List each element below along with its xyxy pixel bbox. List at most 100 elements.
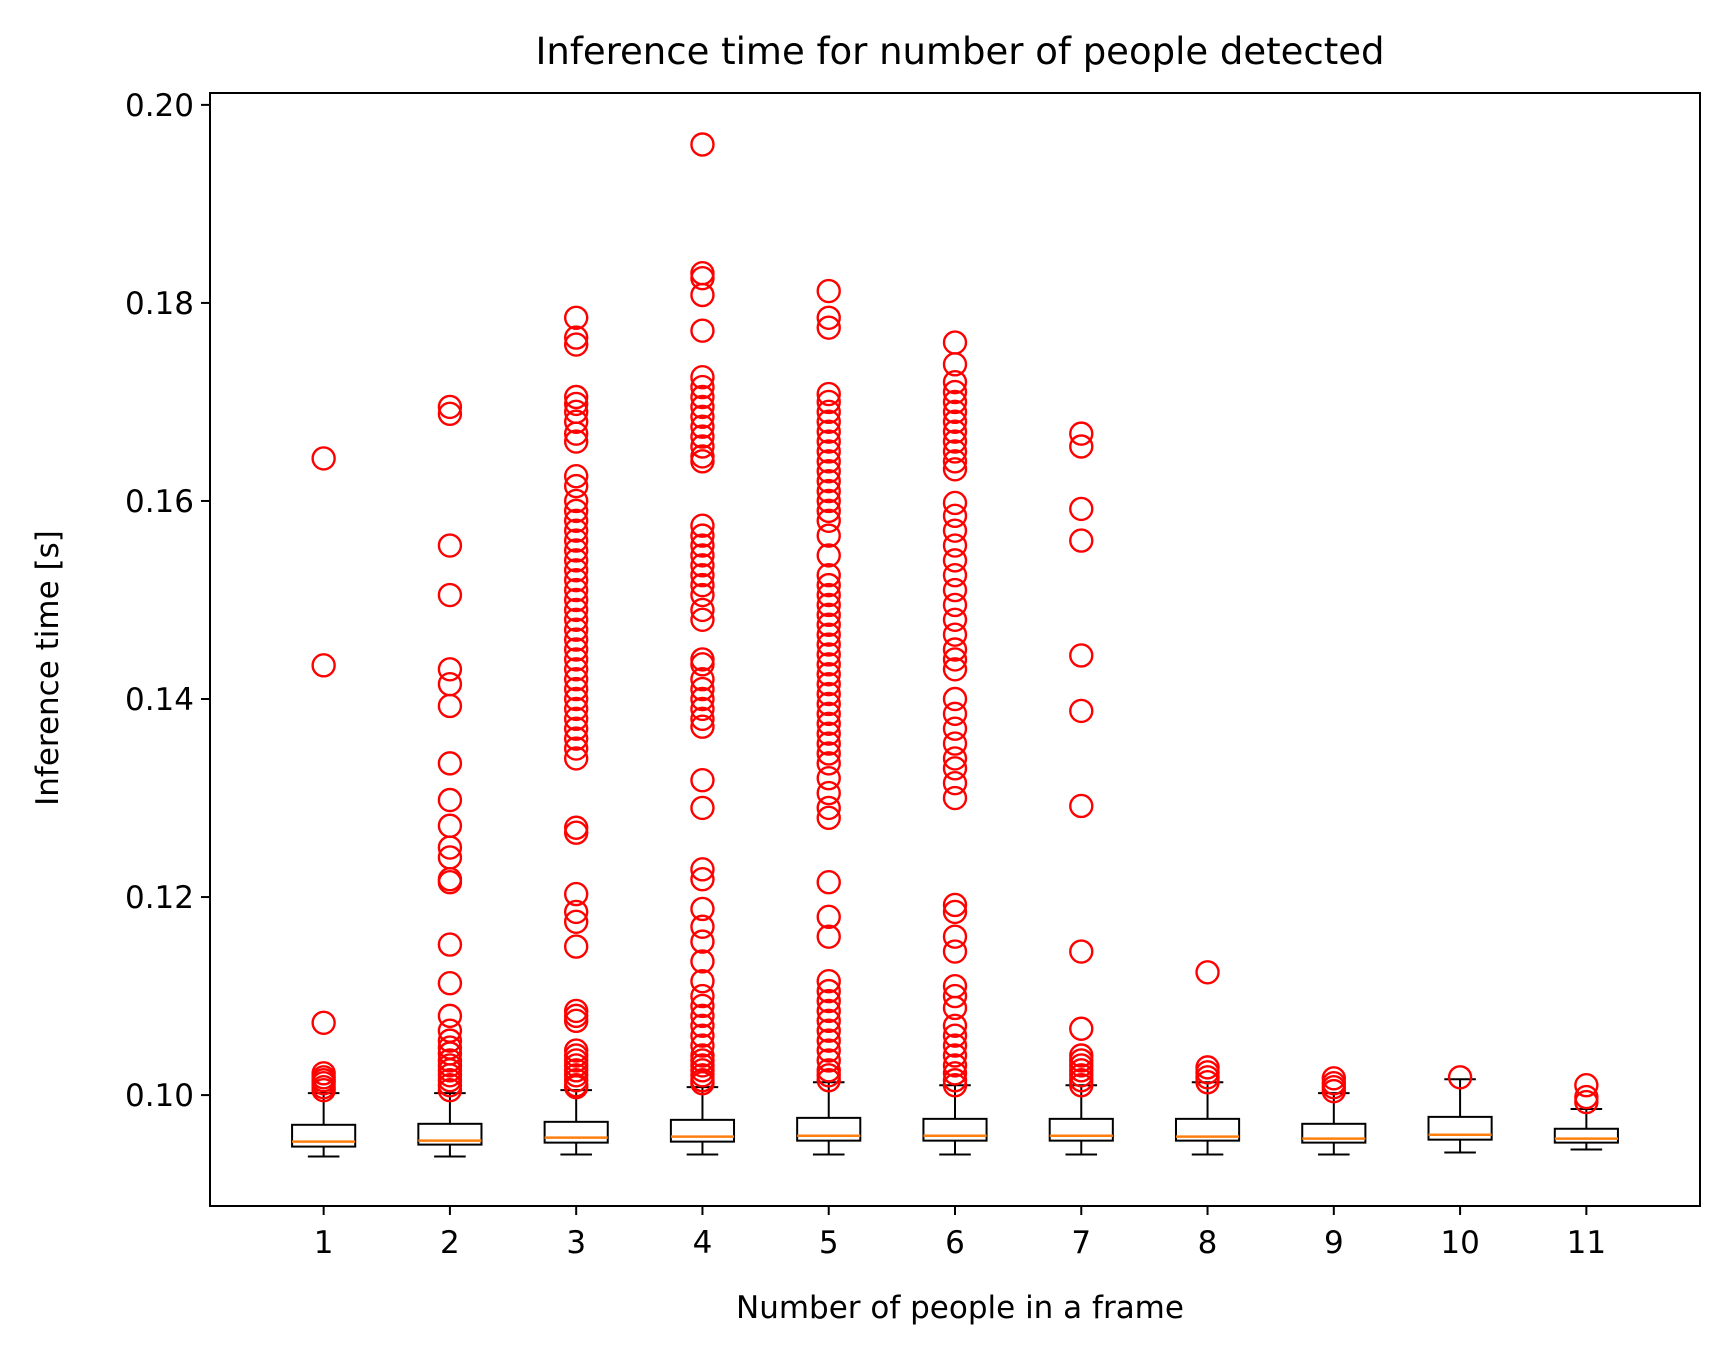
outlier-point <box>690 1071 715 1096</box>
y-tick-label: 0.14 <box>125 682 194 718</box>
outlier-point <box>816 498 841 524</box>
outlier-point <box>563 384 589 410</box>
outlier-point <box>942 409 968 434</box>
outlier-point <box>690 706 715 732</box>
outlier-point <box>942 1053 968 1078</box>
outlier-point <box>1069 698 1094 724</box>
outlier-point <box>816 741 841 766</box>
outlier-point <box>690 424 715 449</box>
outlier-point <box>690 652 715 677</box>
outlier-point <box>563 508 589 533</box>
outlier-point <box>816 780 841 806</box>
outlier-point <box>437 1003 463 1029</box>
outlier-point <box>563 627 589 652</box>
outlier-point <box>1069 1016 1094 1041</box>
outlier-point <box>942 716 968 741</box>
outlier-point <box>816 429 841 454</box>
outlier-point <box>816 389 841 415</box>
box-iqr <box>796 1116 862 1142</box>
outlier-point <box>437 693 463 719</box>
outlier-point <box>816 612 841 637</box>
outlier-point <box>563 686 589 712</box>
outlier-point <box>563 464 589 489</box>
outlier-point <box>942 548 968 573</box>
outlier-point <box>816 488 841 514</box>
outlier-point <box>816 468 841 494</box>
outlier-point <box>942 457 968 482</box>
outlier-point <box>816 602 841 628</box>
x-tick-label: 2 <box>440 1225 460 1261</box>
outlier-point <box>690 1013 715 1038</box>
outlier-point <box>816 419 841 444</box>
outlier-point <box>690 714 715 739</box>
outlier-point <box>816 642 841 667</box>
box-iqr <box>1301 1122 1367 1144</box>
outlier-point <box>311 1010 336 1036</box>
y-axis-label: Inference time [s] <box>30 530 66 806</box>
outlier-point <box>563 1003 589 1029</box>
outlier-point <box>942 622 968 647</box>
box-iqr <box>291 1123 357 1148</box>
outlier-point <box>942 785 968 811</box>
outlier-point <box>816 543 841 568</box>
outlier-point <box>942 892 968 918</box>
outlier-point <box>942 924 968 949</box>
outlier-point <box>563 488 589 514</box>
outlier-point <box>942 995 968 1021</box>
x-tick-label: 4 <box>693 1225 713 1261</box>
outlier-point <box>563 325 589 350</box>
outlier-point <box>437 1077 463 1103</box>
outlier-point <box>942 352 968 377</box>
outlier-point <box>816 1008 841 1034</box>
outlier-point <box>690 374 715 400</box>
outlier-point <box>816 1048 841 1073</box>
box-iqr <box>669 1118 736 1143</box>
outlier-point <box>816 751 841 776</box>
outlier-point <box>816 439 841 464</box>
plot-frame <box>209 92 1701 1207</box>
outlier-point <box>942 756 968 781</box>
outlier-point <box>690 384 715 410</box>
outlier-point <box>816 449 841 474</box>
outlier-point <box>942 939 968 964</box>
outlier-point <box>563 881 589 907</box>
outlier-point <box>690 318 715 343</box>
x-tick-label: 9 <box>1324 1225 1344 1261</box>
outlier-point <box>1574 1089 1599 1115</box>
outlier-point <box>563 1074 589 1100</box>
outlier-point <box>942 647 968 672</box>
outlier-point <box>942 657 968 682</box>
outlier-point <box>942 1043 968 1068</box>
outlier-point <box>816 691 841 717</box>
outlier-point <box>563 473 589 499</box>
outlier-point <box>563 409 589 434</box>
outlier-point <box>942 637 968 662</box>
box-iqr <box>922 1117 988 1142</box>
outlier-point <box>563 548 589 573</box>
outlier-point <box>563 558 589 583</box>
outlier-point <box>690 768 715 793</box>
outlier-point <box>816 1028 841 1053</box>
outlier-point <box>437 671 463 697</box>
outlier-point <box>942 1072 968 1098</box>
y-tick-label: 0.16 <box>125 484 194 520</box>
outlier-point <box>942 607 968 632</box>
y-tick-label: 0.12 <box>125 880 194 916</box>
outlier-point <box>816 582 841 608</box>
outlier-point <box>563 577 589 603</box>
outlier-point <box>816 870 841 895</box>
outlier-point <box>563 332 589 357</box>
chart-title: Inference time for number of people dete… <box>535 30 1384 73</box>
outlier-point <box>437 787 463 813</box>
outlier-point <box>942 592 968 618</box>
outlier-point <box>816 671 841 697</box>
outlier-point <box>690 523 715 548</box>
outlier-point <box>690 582 715 608</box>
outlier-point <box>816 592 841 618</box>
outlier-point <box>563 498 589 524</box>
outlier-point <box>437 932 463 957</box>
outlier-point <box>690 896 715 922</box>
outlier-point <box>690 513 715 538</box>
outlier-point <box>816 795 841 821</box>
outlier-point <box>563 667 589 692</box>
